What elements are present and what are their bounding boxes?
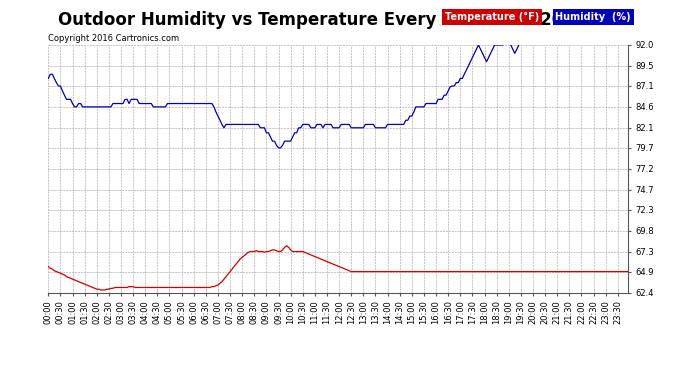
Text: Copyright 2016 Cartronics.com: Copyright 2016 Cartronics.com	[48, 34, 179, 43]
Text: Humidity  (%): Humidity (%)	[555, 12, 631, 22]
Text: Temperature (°F): Temperature (°F)	[445, 12, 540, 22]
Text: Outdoor Humidity vs Temperature Every 5 Minutes 20160924: Outdoor Humidity vs Temperature Every 5 …	[58, 11, 632, 29]
